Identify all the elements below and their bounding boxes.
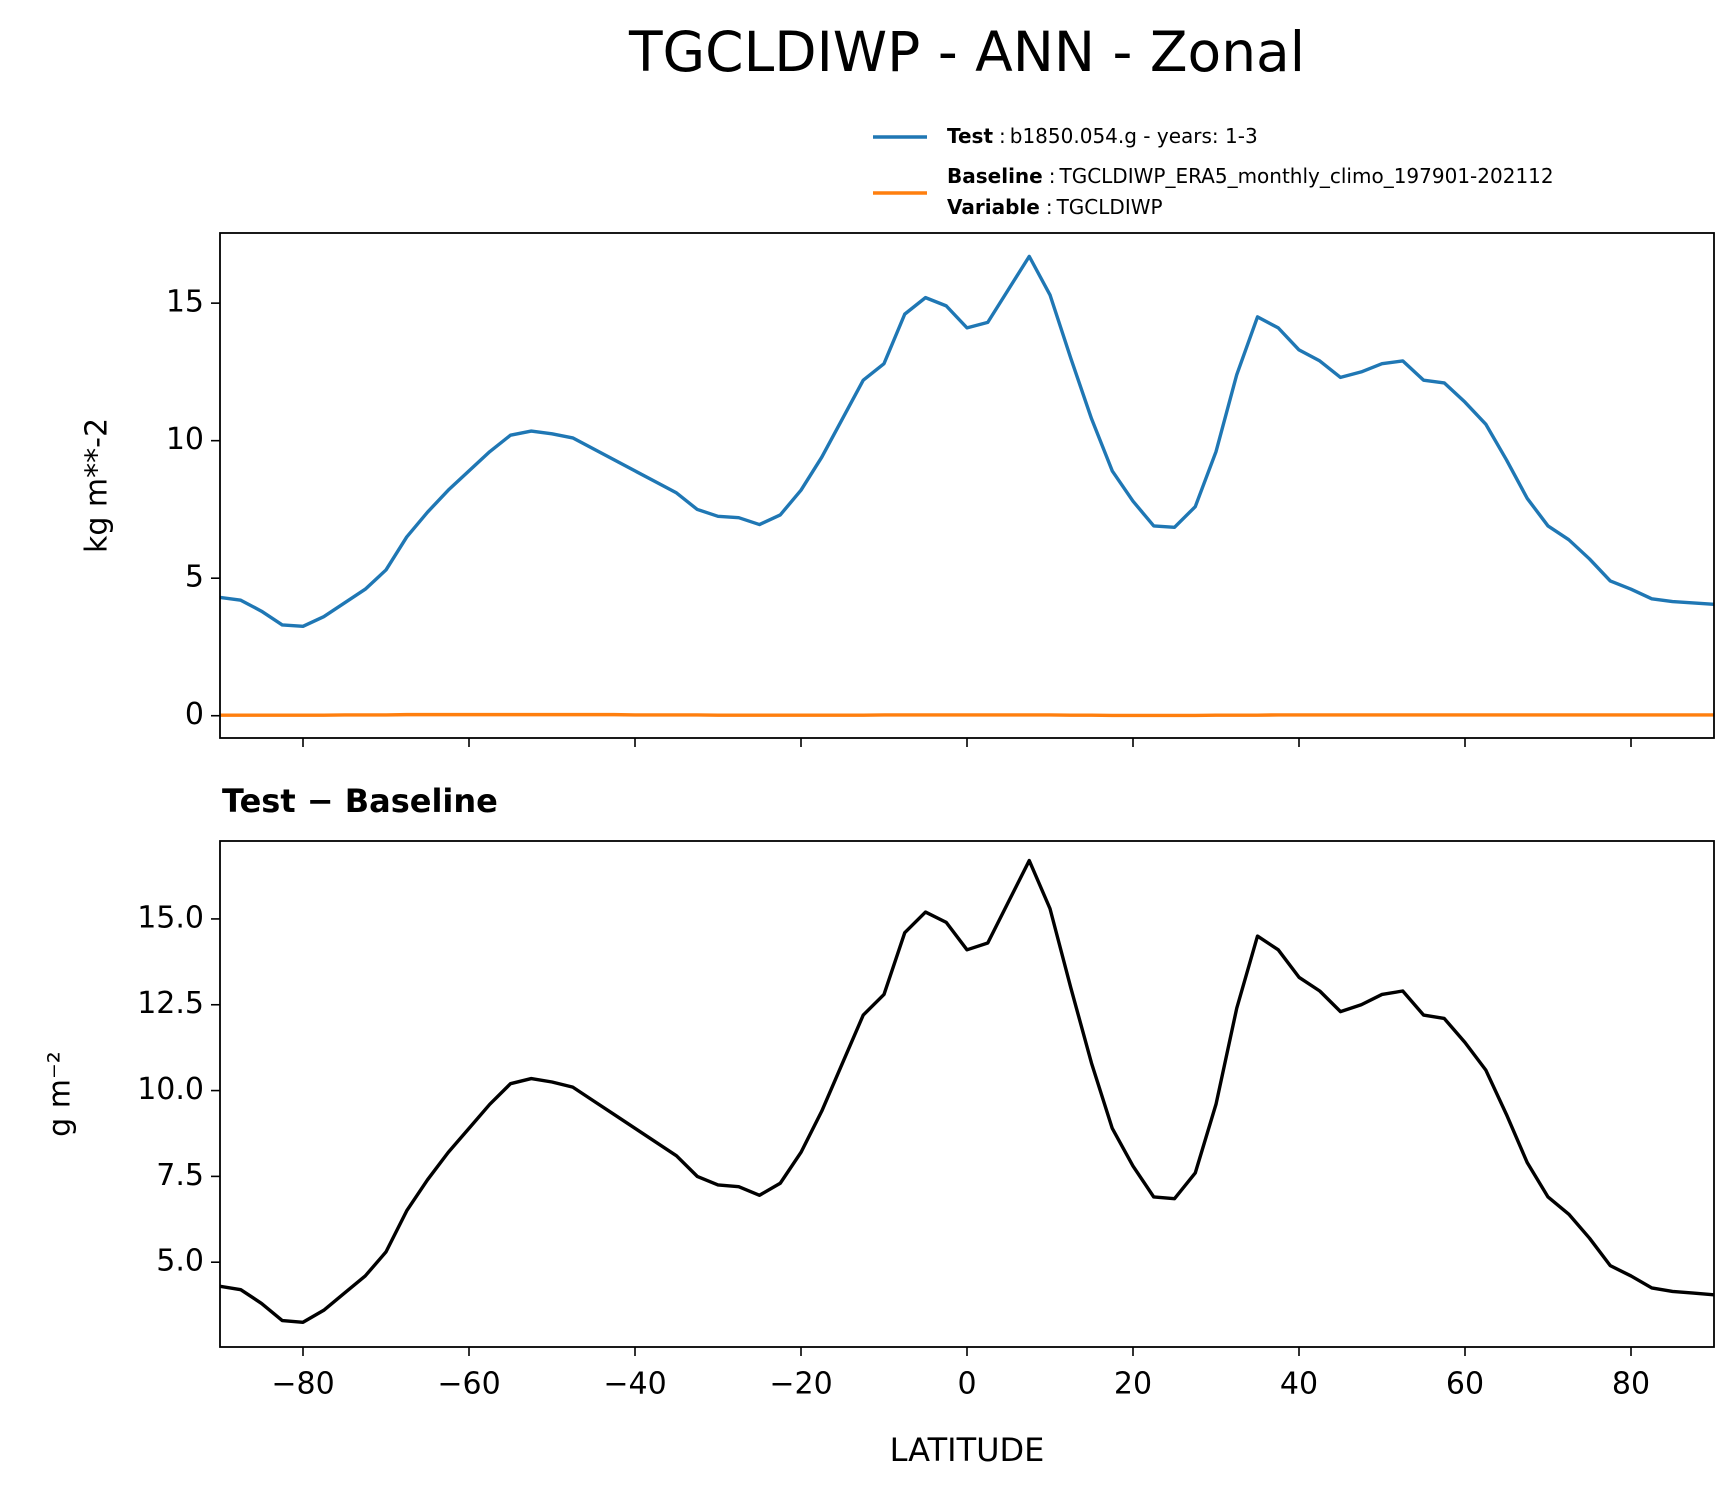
y-tick-label: 10 [166, 422, 204, 457]
x-tick-label: −40 [603, 1367, 666, 1402]
legend-description: TGCLDIWP_ERA5_monthly_climo_197901-20211… [1058, 164, 1553, 188]
x-tick-label: 0 [957, 1367, 976, 1402]
y-tick-label: 10.0 [137, 1072, 204, 1107]
y-tick-label: 5 [185, 560, 204, 595]
y-axis-label: g m⁻² [43, 1051, 78, 1137]
x-tick-label: 60 [1446, 1367, 1484, 1402]
line-series [220, 254, 1714, 629]
x-tick-label: 80 [1612, 1367, 1650, 1402]
y-tick-label: 12.5 [137, 986, 204, 1021]
y-axis-label: kg m**-2 [80, 418, 115, 553]
panel-title: Test − Baseline [222, 782, 498, 820]
line-series [220, 712, 1714, 718]
y-tick-label: 5.0 [156, 1244, 204, 1279]
legend-entry: Test: b1850.054.g - years: 1-3 [947, 124, 1258, 148]
legend-description: TGCLDIWP [1056, 195, 1163, 219]
x-tick-label: −20 [769, 1367, 832, 1402]
axes-frame [219, 232, 1715, 739]
x-tick-label: 40 [1280, 1367, 1318, 1402]
legend-separator: : [999, 124, 1006, 148]
legend-entry: Baseline: TGCLDIWP_ERA5_monthly_climo_197… [947, 164, 1554, 188]
x-tick-label: −80 [271, 1367, 334, 1402]
y-tick-label: 0 [185, 697, 204, 732]
legend-description: b1850.054.g - years: 1-3 [1010, 124, 1258, 148]
line-series [220, 858, 1714, 1324]
legend-entry: Variable: TGCLDIWP [947, 195, 1163, 219]
legend-separator: : [1049, 164, 1056, 188]
legend-name: Baseline [947, 164, 1043, 188]
y-tick-label: 15 [166, 285, 204, 320]
x-tick-label: 20 [1114, 1367, 1152, 1402]
legend-separator: : [1046, 195, 1053, 219]
y-tick-label: 15.0 [137, 900, 204, 935]
y-tick-label: 7.5 [156, 1158, 204, 1193]
x-axis-label: LATITUDE [890, 1431, 1045, 1469]
axes-frame [219, 840, 1715, 1348]
x-tick-label: −60 [437, 1367, 500, 1402]
legend-name: Test [947, 124, 993, 148]
legend-name: Variable [947, 195, 1040, 219]
figure-title: TGCLDIWP - ANN - Zonal [628, 20, 1305, 84]
